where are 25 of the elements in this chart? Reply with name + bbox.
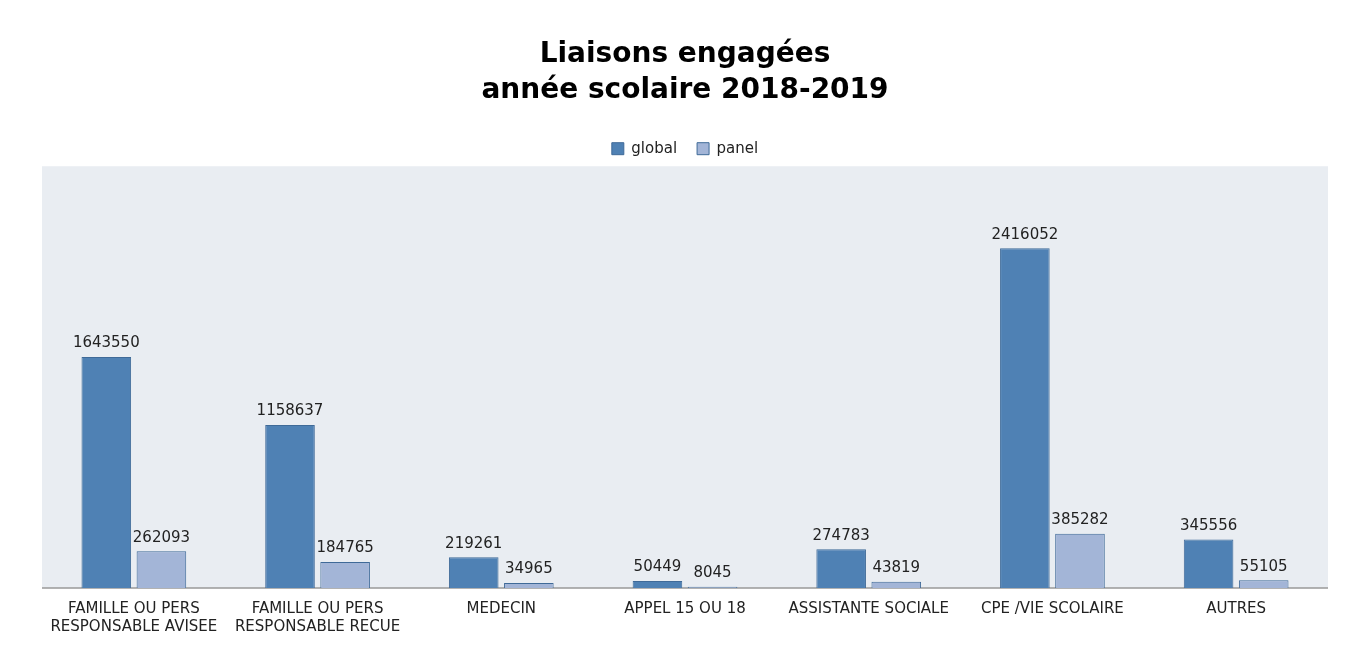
chart-title: Liaisons engagées xyxy=(539,36,831,70)
data-label: 262093 xyxy=(132,527,191,546)
data-label: 8045 xyxy=(693,563,732,582)
data-label: 34965 xyxy=(504,559,553,578)
legend-label: global xyxy=(631,138,678,157)
x-tick-label: AUTRES xyxy=(1206,598,1267,617)
x-tick-label: ASSISTANTE SOCIALE xyxy=(788,598,949,617)
x-tick-label: FAMILLE OU PERS RESPONSABLE AVISEE xyxy=(50,598,218,635)
data-label: 274783 xyxy=(812,525,870,544)
data-label: 43819 xyxy=(872,558,921,577)
data-label: 1158637 xyxy=(256,401,324,420)
data-label: 55105 xyxy=(1239,556,1288,575)
data-label: 184765 xyxy=(316,538,374,557)
data-label: 2416052 xyxy=(991,224,1059,243)
data-label: 385282 xyxy=(1051,510,1109,529)
data-label: 345556 xyxy=(1179,515,1238,534)
legend-label: panel xyxy=(716,138,759,157)
data-label: 219261 xyxy=(445,533,503,552)
x-tick-label: APPEL 15 OU 18 xyxy=(624,598,746,617)
x-tick-label: FAMILLE OU PERS RESPONSABLE RECUE xyxy=(234,598,401,635)
x-tick-label: MEDECIN xyxy=(466,598,537,617)
x-tick-label: CPE /VIE SCOLAIRE xyxy=(981,598,1124,617)
data-label: 1643550 xyxy=(72,333,140,352)
data-label: 50449 xyxy=(633,557,682,576)
chart-subtitle: année scolaire 2018-2019 xyxy=(481,71,889,105)
